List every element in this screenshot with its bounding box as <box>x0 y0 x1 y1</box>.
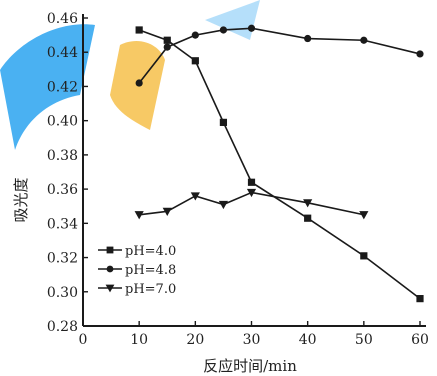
y-axis-title: 吸光度 <box>12 177 30 222</box>
data-point-triangle <box>246 188 257 198</box>
series-layer <box>134 24 424 303</box>
y-tick-label: 0.34 <box>47 216 78 232</box>
series-triangle-down <box>134 188 369 220</box>
y-tick-label: 0.40 <box>47 114 78 130</box>
x-tick-label: 50 <box>355 332 373 348</box>
series-line <box>138 27 421 84</box>
data-point-square <box>360 252 368 260</box>
data-point-square <box>416 295 424 303</box>
data-point-circle <box>247 24 256 32</box>
data-point-triangle <box>359 211 369 220</box>
y-tick-label: 0.36 <box>47 182 78 198</box>
data-point-circle <box>163 43 171 51</box>
data-point-circle <box>106 265 114 273</box>
data-point-circle <box>304 34 312 43</box>
legend-item: pH=4.0 <box>98 244 176 259</box>
x-tick-label: 10 <box>130 332 148 348</box>
data-point-triangle <box>218 200 229 210</box>
data-point-square <box>106 246 114 254</box>
x-tick-label: 0 <box>79 332 88 348</box>
y-tick-label: 0.42 <box>47 79 78 95</box>
y-tick-label: 0.46 <box>47 11 78 27</box>
data-point-square <box>163 36 171 44</box>
series-line <box>138 29 421 300</box>
y-tick-label: 0.44 <box>47 45 78 61</box>
x-tick-label: 40 <box>299 332 317 348</box>
series-circle <box>135 24 424 87</box>
x-tick-label: 20 <box>186 332 204 348</box>
legend: pH=4.0 pH=4.8 pH=7.0 <box>98 244 176 297</box>
x-axis-title: 反应时间/min <box>203 357 297 375</box>
y-tick-label: 0.32 <box>47 251 78 267</box>
legend-item: pH=7.0 <box>98 282 176 297</box>
data-point-circle <box>360 36 368 44</box>
y-tick-label: 0.28 <box>47 319 78 335</box>
data-point-circle <box>135 79 143 87</box>
data-point-square <box>247 178 256 186</box>
y-tick-label: 0.30 <box>47 285 78 301</box>
legend-item: pH=4.8 <box>98 263 176 278</box>
y-tick-label: 0.38 <box>47 148 78 164</box>
data-point-square <box>304 214 312 222</box>
data-point-triangle <box>190 192 200 201</box>
x-tick-label: 30 <box>243 332 261 348</box>
data-point-square <box>191 57 199 65</box>
legend-label: pH=4.8 <box>125 263 176 278</box>
data-point-triangle <box>162 207 172 216</box>
series-square <box>135 26 424 303</box>
data-point-circle <box>191 31 199 39</box>
data-point-square <box>135 26 143 34</box>
data-point-circle <box>219 26 228 34</box>
data-point-triangle <box>303 199 313 208</box>
data-point-square <box>219 118 228 126</box>
data-point-triangle <box>105 284 115 293</box>
axes: 0 10 20 30 40 50 60 0.28 0.30 0.32 0.34 0.36 0.38 0.4… <box>47 11 429 348</box>
legend-label: pH=4.0 <box>125 244 176 259</box>
x-tick-label: 60 <box>411 332 429 348</box>
legend-label: pH=7.0 <box>125 282 176 297</box>
data-point-triangle <box>134 211 144 220</box>
data-point-circle <box>416 50 424 58</box>
